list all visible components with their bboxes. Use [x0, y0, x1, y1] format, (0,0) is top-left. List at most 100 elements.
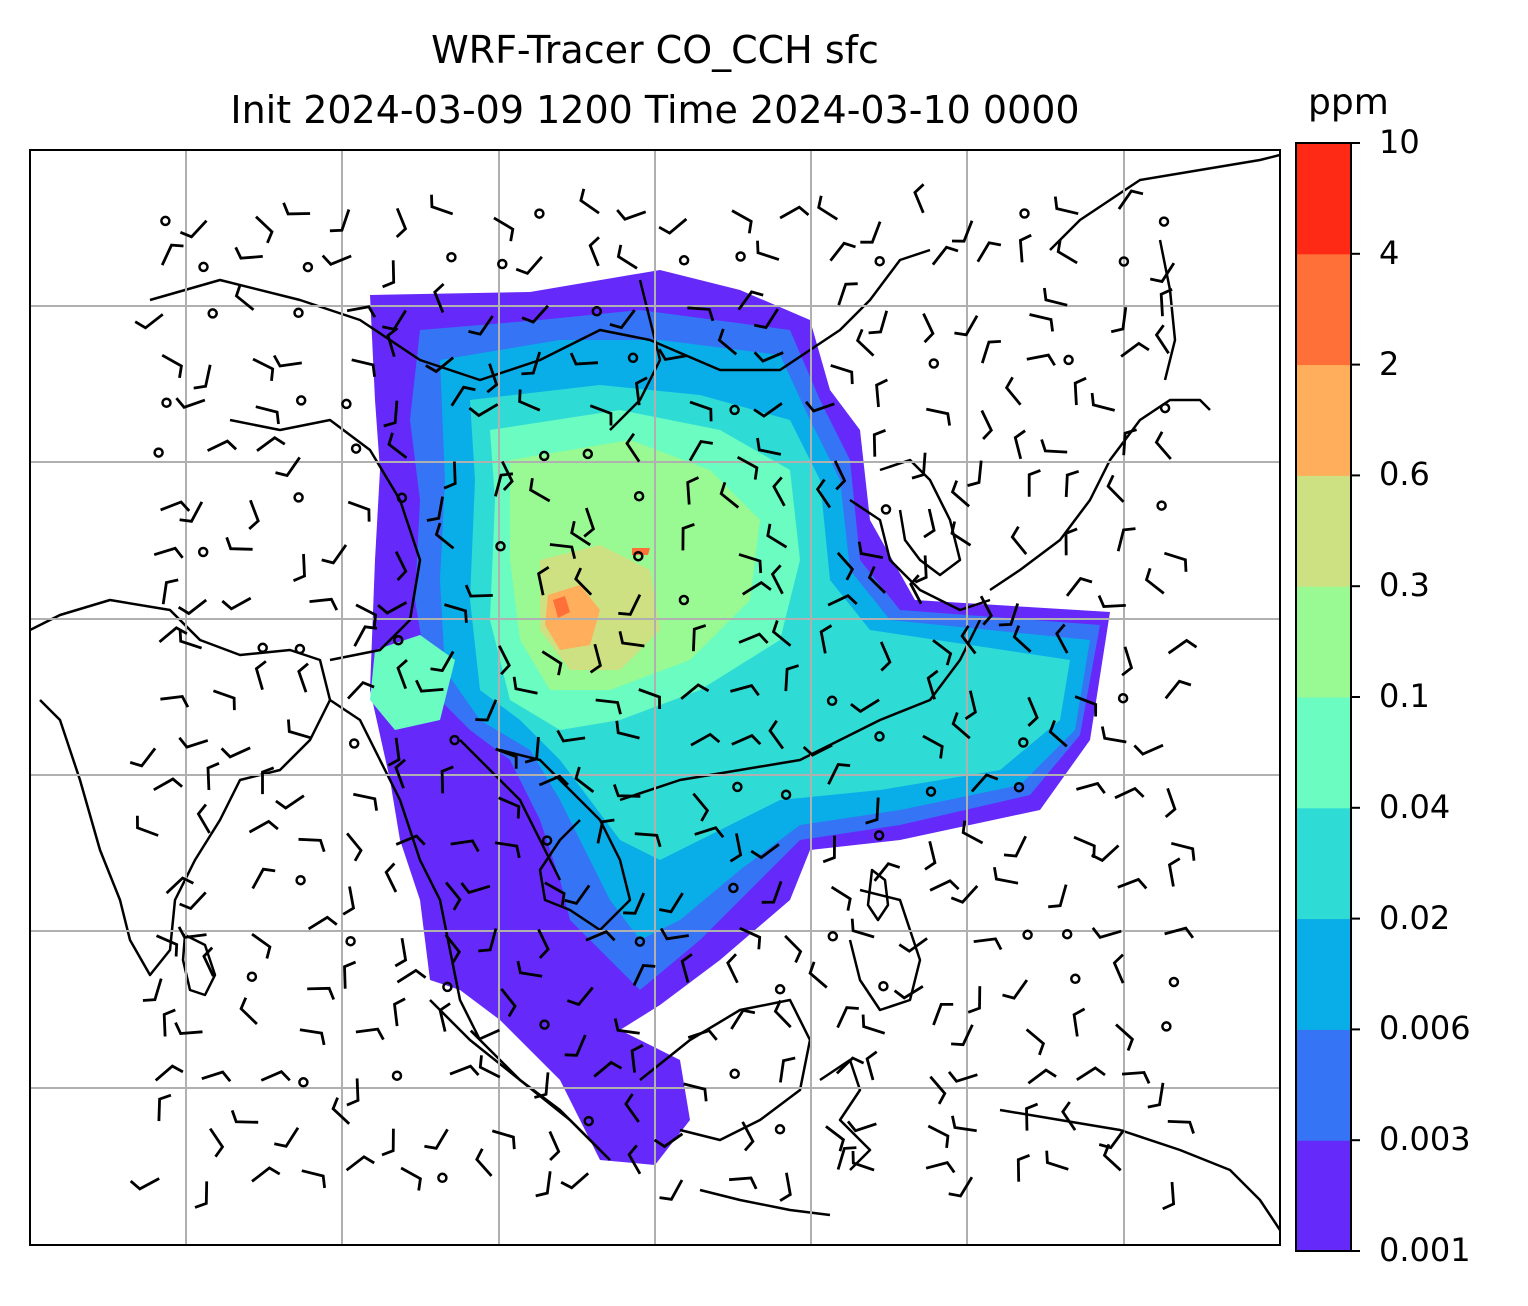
calm-wind-circle	[495, 541, 506, 552]
colorbar-block	[1296, 475, 1351, 587]
calm-wind-circle	[827, 931, 839, 942]
wind-barb	[535, 1171, 552, 1198]
wind-barb	[1004, 376, 1022, 406]
wind-barb	[613, 1018, 640, 1035]
wind-barb	[234, 284, 255, 311]
wind-barb	[347, 500, 371, 522]
wind-barb	[1061, 1101, 1077, 1131]
wind-barb	[574, 567, 593, 596]
wind-barb	[469, 1028, 500, 1041]
wind-barb	[396, 659, 408, 690]
wind-barb	[346, 832, 363, 862]
calm-wind-circle	[442, 981, 453, 993]
wind-barb	[136, 815, 159, 837]
wind-barb	[221, 596, 252, 611]
wind-barb	[973, 937, 1003, 951]
wind-barb	[1040, 439, 1068, 454]
colorbar-unit: ppm	[1308, 82, 1389, 123]
wind-barb	[206, 762, 220, 791]
wind-barb	[829, 241, 856, 262]
coastline-sulawesi	[819, 1058, 872, 1171]
calm-wind-circle	[298, 1077, 309, 1088]
wind-barb	[738, 632, 769, 644]
wind-barb	[729, 833, 743, 863]
wind-barb	[932, 1003, 954, 1026]
wind-barb	[1112, 953, 1125, 984]
wind-barb	[867, 565, 887, 594]
wind-barb	[566, 986, 594, 1007]
wind-barb	[384, 862, 398, 893]
wind-barb	[872, 428, 887, 457]
wind-barb	[1026, 353, 1056, 367]
wind-barb	[1154, 431, 1172, 460]
wind-barb	[1154, 324, 1170, 355]
wind-barb	[158, 626, 188, 643]
wind-barb	[779, 1056, 796, 1083]
wind-barb	[154, 1064, 184, 1082]
wind-barb	[377, 601, 408, 615]
wind-barb	[239, 997, 258, 1026]
wind-barb	[425, 356, 455, 374]
wind-barb	[980, 409, 993, 440]
wind-barb	[494, 472, 514, 497]
wind-barb	[1117, 877, 1148, 890]
calm-wind-circle	[591, 306, 603, 317]
wind-barb	[212, 689, 236, 711]
wind-barb	[784, 934, 803, 963]
wind-barb	[689, 400, 713, 422]
colorbar-tick-label: 0.003	[1379, 1120, 1471, 1159]
wind-barb	[634, 832, 662, 848]
calm-wind-circle	[293, 307, 304, 319]
wind-barb	[750, 843, 780, 860]
wind-barb	[394, 550, 408, 582]
wind-barb	[1002, 979, 1029, 1000]
wind-barb	[738, 553, 763, 574]
wind-barb	[630, 1044, 644, 1073]
wind-barb	[948, 1176, 974, 1198]
calm-wind-circle	[153, 447, 164, 458]
wind-barb	[346, 1078, 360, 1107]
wind-barb	[1167, 638, 1198, 655]
wind-barb	[1025, 1102, 1039, 1131]
wind-barb	[346, 680, 375, 700]
wind-barb	[1064, 469, 1080, 498]
wind-barb	[979, 595, 993, 626]
wind-barb	[925, 1160, 956, 1174]
wind-barb	[160, 694, 190, 708]
wind-barb	[922, 313, 935, 344]
calm-wind-circle	[634, 936, 646, 947]
wind-barb	[179, 501, 204, 523]
wind-barb	[518, 389, 541, 412]
coastline-korea	[879, 458, 962, 577]
wind-barb	[129, 747, 157, 768]
wind-barb	[495, 747, 518, 769]
calm-wind-circle	[582, 448, 594, 460]
wind-barb	[556, 729, 586, 743]
wind-barb	[179, 891, 207, 911]
wind-barb	[815, 478, 832, 509]
wind-barb	[1018, 233, 1032, 263]
wind-barb	[926, 407, 951, 426]
wind-barb	[1025, 1028, 1046, 1056]
coastline-china-south	[619, 619, 982, 802]
wind-barb	[438, 1002, 451, 1032]
calm-wind-circle	[729, 1068, 740, 1080]
wind-barb	[579, 188, 600, 215]
calm-wind-circle	[728, 882, 739, 894]
coastlines	[30, 153, 1280, 1231]
wind-barb	[501, 460, 514, 491]
wind-barb	[741, 1121, 755, 1152]
calm-wind-circle	[246, 971, 258, 982]
coastline-philippines	[848, 888, 922, 1012]
wind-barb	[516, 960, 543, 978]
wind-barb	[819, 624, 833, 654]
coastline-sumatra	[429, 999, 601, 1151]
coastline-china-east	[849, 498, 991, 612]
border-china-west	[229, 418, 422, 662]
wind-barb	[924, 840, 937, 871]
calm-wind-circle	[873, 830, 885, 841]
wind-barb	[1027, 1068, 1057, 1085]
wind-barb	[1100, 726, 1127, 744]
calm-wind-circle	[1117, 692, 1129, 704]
